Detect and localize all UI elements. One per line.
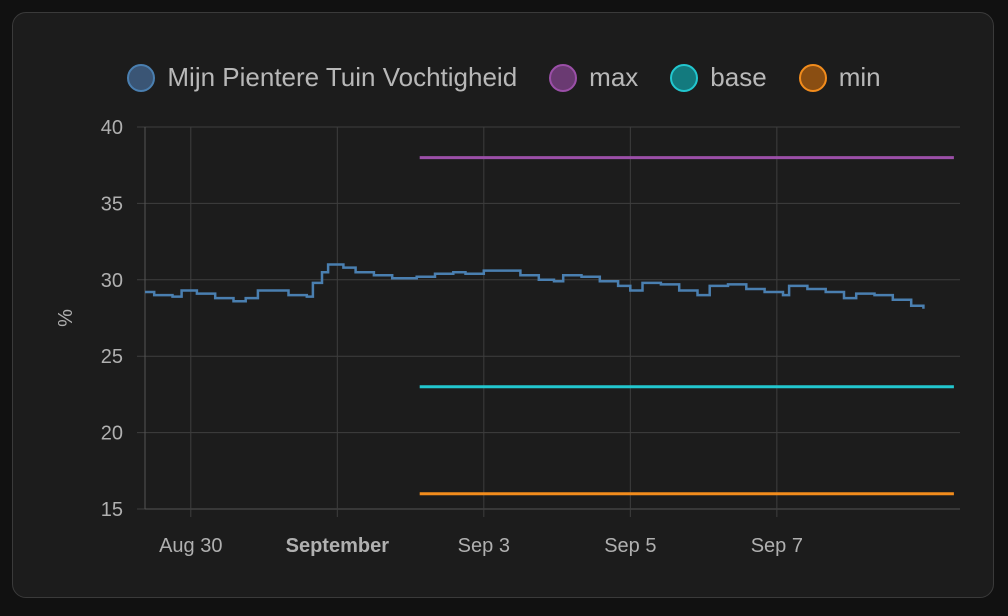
legend-swatch-min (798, 63, 827, 92)
x-tick-label: Sep 7 (751, 535, 803, 557)
y-tick-label: 40 (101, 117, 123, 139)
x-tick-label: Sep 3 (458, 535, 510, 557)
legend-item-min[interactable]: min (798, 62, 881, 93)
x-tick-label: September (286, 535, 390, 557)
legend-label-vochtigheid: Mijn Pientere Tuin Vochtigheid (167, 62, 518, 92)
series-lines (145, 156, 954, 496)
y-tick-label: 30 (101, 270, 123, 292)
y-tick-label: 20 (101, 423, 123, 445)
legend-item-base[interactable]: base (670, 62, 767, 93)
legend-label-base: base (710, 62, 767, 92)
legend-item-vochtigheid[interactable]: Mijn Pientere Tuin Vochtigheid (127, 62, 517, 93)
legend-label-max: max (589, 62, 639, 92)
legend-label-min: min (838, 62, 881, 92)
y-tick-label: 15 (101, 499, 123, 521)
y-tick-label: 25 (101, 346, 123, 368)
y-tick-label: 35 (101, 193, 123, 215)
chart-legend: Mijn Pientere Tuin Vochtigheid max base … (0, 62, 1008, 93)
x-tick-label: Aug 30 (159, 535, 222, 557)
x-axis-ticks: Aug 30 September Sep 3 Sep 5 Sep 7 (159, 535, 803, 557)
grid-lines (137, 126, 960, 517)
y-axis-label: % (55, 309, 77, 327)
chart-card (12, 12, 994, 598)
legend-swatch-max (549, 63, 578, 92)
legend-item-max[interactable]: max (549, 62, 638, 93)
series-line-vochtigheid[interactable] (145, 263, 925, 309)
legend-swatch-vochtigheid (127, 63, 156, 92)
y-axis-ticks: 15 20 25 30 35 40 (101, 117, 123, 521)
legend-swatch-base (670, 63, 699, 92)
x-tick-label: Sep 5 (604, 535, 656, 557)
